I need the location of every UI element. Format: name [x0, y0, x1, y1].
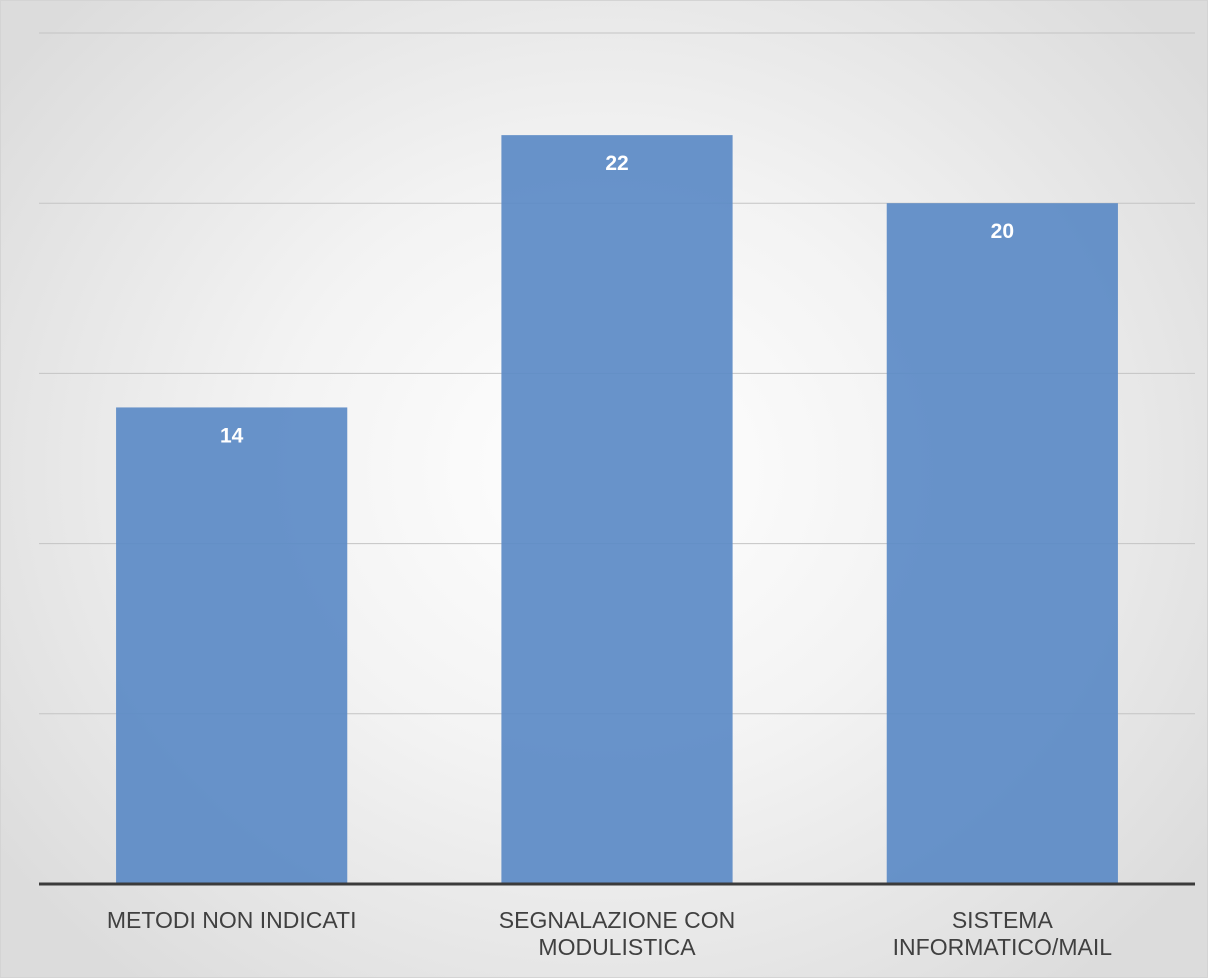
- data-labels: 14 22 20: [220, 152, 1014, 447]
- bars: [116, 135, 1118, 884]
- x-tick-labels: METODI NON INDICATI SEGNALAZIONE CON MODUL…: [107, 907, 1112, 960]
- x-tick-label: SEGNALAZIONE CON MODULISTICA: [499, 907, 735, 960]
- data-label: 20: [991, 220, 1014, 243]
- x-tick-label: METODI NON INDICATI: [107, 907, 357, 933]
- bar: [116, 407, 348, 884]
- bar: [501, 135, 733, 884]
- data-label: 22: [605, 152, 628, 175]
- data-label: 14: [220, 424, 244, 447]
- bar: [886, 203, 1118, 884]
- x-tick-label: SISTEMA INFORMATICO/MAIL: [893, 907, 1113, 960]
